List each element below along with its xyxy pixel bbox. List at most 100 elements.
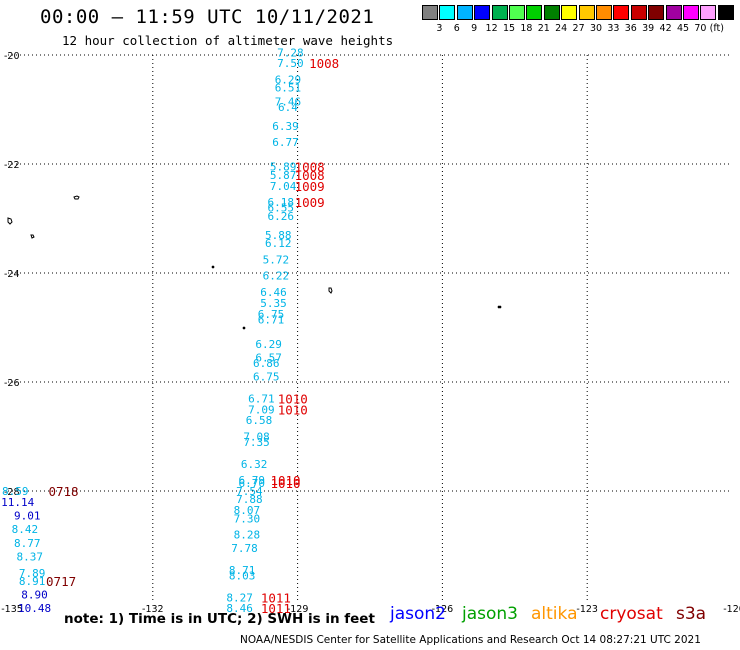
color-scale-label: 24: [555, 23, 568, 34]
color-scale-swatch: [526, 5, 543, 20]
wave-height-label: 7.78: [231, 542, 258, 555]
islands: [7, 195, 502, 330]
satellite-legend-item: cryosat: [600, 604, 663, 624]
footer-note: note: 1) Time is in UTC; 2) SWH is in fe…: [64, 611, 375, 627]
wave-height-label: 6.75: [258, 308, 285, 321]
wave-height-label: 10.48: [18, 602, 51, 615]
island: [242, 326, 246, 330]
wave-height-label: 7.09: [248, 403, 275, 416]
wave-height-label: 8.59: [2, 485, 29, 498]
lon-tick-label: -129: [287, 604, 309, 615]
wave-height-label: 7.35: [243, 436, 270, 449]
map-title: 00:00 — 11:59 UTC 10/11/2021: [40, 6, 375, 28]
color-scale-swatch: [596, 5, 612, 20]
color-scale-swatch: [456, 5, 473, 20]
satellite-legend-item: s3a: [676, 604, 707, 624]
pressure-label: 1009: [295, 195, 325, 210]
satellite-legend-item: jason2: [390, 604, 446, 624]
satellite-legend-item: altika: [531, 604, 578, 624]
axis-ticks: -135 -132 -129 -126 -123 -120 -20 -22 -24 -26 -28: [1, 51, 740, 615]
wave-height-label: 6.58: [246, 414, 273, 427]
wave-height-label: 7.04: [270, 180, 297, 193]
pressure-label: 0717: [46, 574, 76, 589]
color-scale-unit: (ft): [709, 23, 724, 34]
island: [497, 305, 502, 309]
wave-height-label: 5.87: [270, 169, 297, 182]
color-scale-label: 27: [572, 23, 585, 34]
lon-tick-label: -120: [723, 604, 740, 615]
wave-height-label: 5.88: [265, 229, 292, 242]
wave-height-label: 8.42: [12, 523, 39, 536]
wave-height-label: 6.22: [263, 270, 290, 283]
wave-height-label: 6.71: [258, 313, 285, 326]
wave-height-label: 6.55: [267, 202, 294, 215]
pressure-label: 1011: [261, 590, 291, 605]
pressure-labels: 1008100810081009100910101010101010101011…: [46, 56, 339, 616]
lat-tick-label: -26: [4, 378, 20, 389]
lat-tick-label: -22: [4, 160, 20, 171]
color-scale-swatch: [665, 5, 682, 20]
pressure-label: 1008: [309, 56, 339, 71]
color-scale-label: 12: [485, 23, 498, 34]
pressure-label: 1010: [270, 476, 300, 491]
color-scale-swatch: [509, 5, 525, 20]
pressure-label: 1010: [278, 391, 308, 406]
color-scale-label: 9: [471, 23, 478, 34]
wave-height-label: 11.14: [1, 496, 34, 509]
color-scale-label: 21: [537, 23, 550, 34]
lat-tick-label: -20: [4, 51, 20, 62]
wave-height-label: 7.54: [236, 485, 263, 498]
lon-tick-label: -132: [142, 604, 164, 615]
wave-height-label: 6.77: [272, 136, 299, 149]
color-scale-swatch: [491, 5, 508, 20]
wave-height-label: 6.18: [267, 196, 294, 209]
wave-height-label: 6.57: [255, 351, 282, 364]
wave-height-label: 6.26: [267, 210, 294, 223]
wave-height-label: 8.07: [234, 504, 261, 517]
wave-height-label: 7.88: [236, 493, 263, 506]
grid-lines: [8, 54, 732, 600]
wave-height-label: 6.32: [241, 458, 268, 471]
color-scale-swatch: [717, 5, 734, 20]
wave-height-label: 7.89: [19, 567, 46, 580]
wave-height-label: 8.90: [21, 589, 48, 602]
color-scale-label: 39: [642, 23, 655, 34]
wave-height-label: 8.91: [19, 575, 46, 588]
color-scale-swatch: [613, 5, 630, 20]
color-scale-label: 15: [502, 23, 516, 34]
color-scale-label: 6: [453, 23, 460, 34]
wave-height-label: 8.28: [234, 529, 261, 542]
wave-height-labels: 7.287.506.296.517.466.46.396.775.895.877…: [1, 46, 304, 615]
color-scale-swatch: [543, 5, 560, 20]
lon-tick-label: -126: [432, 604, 454, 615]
island: [30, 234, 35, 239]
wave-height-label: 7.28: [277, 46, 304, 59]
color-scale-swatch: [578, 5, 595, 20]
wave-height-label: 6.51: [275, 82, 302, 95]
color-scale-swatch: [474, 5, 491, 20]
wave-height-label: 6.79: [238, 474, 265, 487]
color-scale-swatch: [700, 5, 717, 20]
color-scale-swatch: [648, 5, 665, 20]
footer-credit: NOAA/NESDIS Center for Satellite Applica…: [240, 634, 701, 646]
island: [328, 287, 333, 294]
pressure-label: 1010: [270, 473, 300, 488]
color-scale-label: 30: [589, 23, 603, 34]
wave-height-label: 6.75: [253, 371, 280, 384]
color-scale-label: 45: [676, 23, 690, 34]
wave-height-label: 7.50: [277, 57, 304, 70]
wave-height-label: 8.27: [226, 591, 253, 604]
wave-height-label: 7.08: [243, 431, 270, 444]
wave-height-label: 8.37: [16, 550, 43, 563]
lon-tick-label: -123: [576, 604, 598, 615]
wave-height-label: 7.30: [234, 512, 261, 525]
color-scale-label: 18: [520, 23, 533, 34]
color-scale-swatch: [683, 5, 699, 20]
wave-height-label: 8.71: [229, 564, 256, 577]
wave-height-label: 8.46: [226, 602, 253, 615]
pressure-label: 1009: [295, 179, 325, 194]
color-scale-label: 3: [436, 23, 443, 34]
color-scale-label: 36: [624, 23, 637, 34]
wave-height-label: 7.46: [275, 95, 302, 108]
